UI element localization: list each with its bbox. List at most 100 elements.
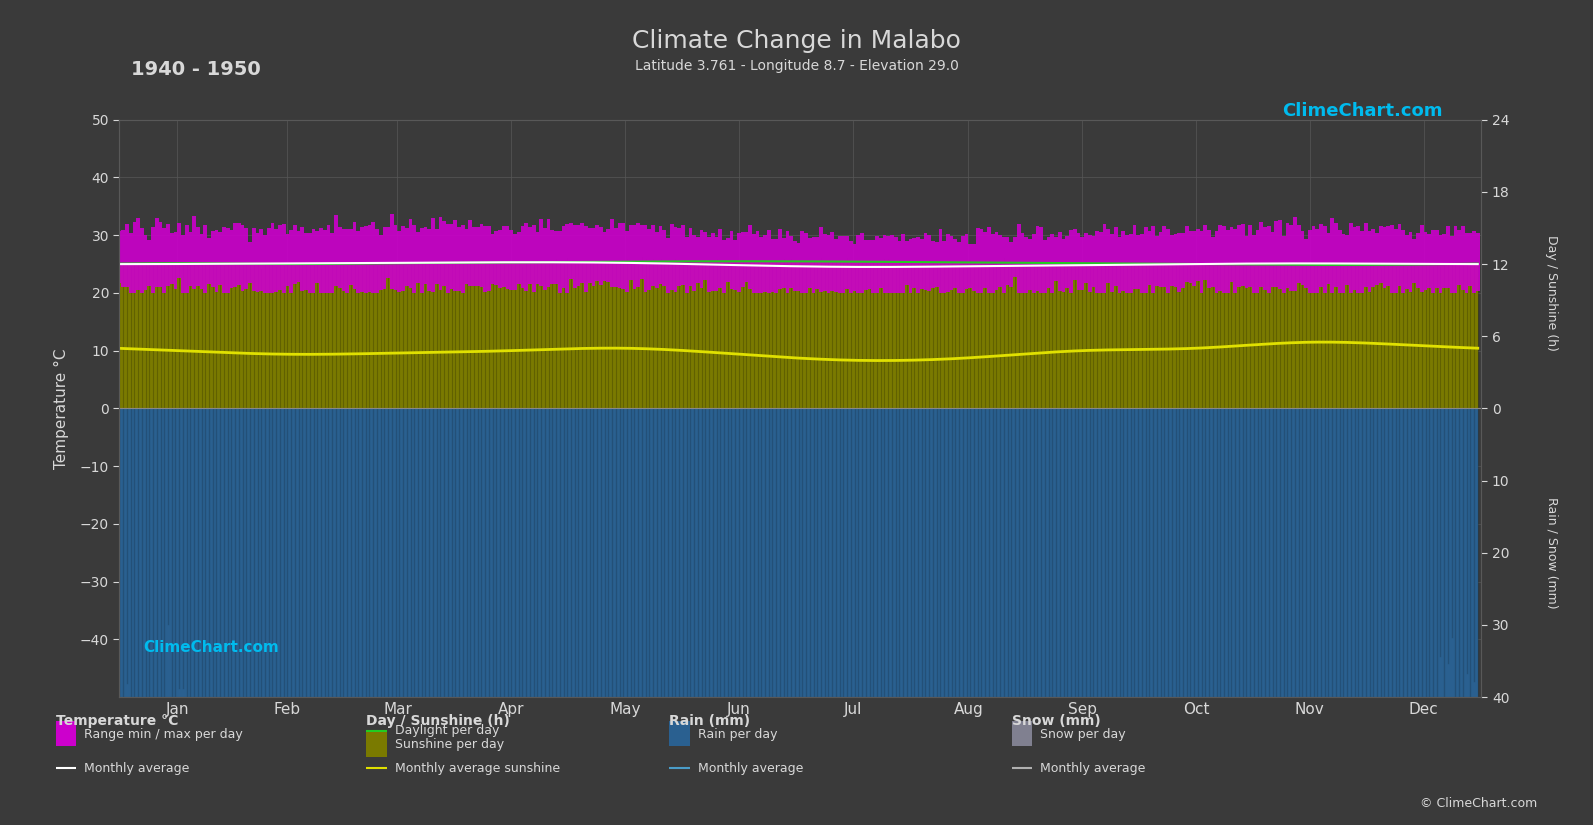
Bar [1069, 230, 1074, 293]
Bar [1322, 226, 1327, 293]
Bar [1278, 219, 1282, 289]
Text: Sunshine per day: Sunshine per day [395, 738, 505, 752]
Bar [551, 230, 554, 284]
Bar [409, 219, 413, 288]
Bar [438, 217, 443, 290]
Bar [487, 226, 491, 290]
Bar [323, 230, 327, 293]
Bar [1169, 234, 1174, 285]
Bar [824, 234, 827, 291]
Bar [249, 243, 252, 283]
Bar [935, 242, 938, 287]
Bar [852, 244, 857, 290]
Bar [1177, 233, 1180, 291]
Bar [991, 234, 994, 293]
Bar [1416, 233, 1419, 288]
Bar [132, 222, 137, 293]
Bar [401, 225, 405, 290]
Bar [204, 225, 207, 293]
Bar [182, 235, 185, 293]
Bar [296, 230, 301, 282]
Bar [1061, 239, 1066, 292]
Bar [1252, 234, 1255, 293]
Bar [510, 230, 513, 290]
Bar [785, 231, 789, 293]
Bar [596, 225, 599, 281]
Bar [1166, 229, 1169, 293]
Bar [1330, 218, 1333, 293]
Bar [427, 229, 432, 291]
Bar [293, 225, 296, 284]
Bar [1375, 233, 1380, 285]
Bar [363, 226, 368, 293]
Bar [1222, 226, 1227, 293]
Bar [210, 231, 215, 286]
Bar [693, 234, 696, 290]
Bar [1141, 233, 1144, 293]
Bar [529, 227, 532, 284]
Bar [155, 219, 159, 287]
Bar [390, 214, 393, 289]
Bar [849, 241, 852, 293]
Bar [1238, 224, 1241, 287]
Bar [715, 237, 718, 291]
Bar [499, 229, 502, 288]
Bar [621, 223, 624, 290]
Bar [505, 226, 510, 289]
Bar [159, 222, 162, 287]
Bar [282, 224, 285, 293]
Bar [562, 226, 566, 288]
Bar [1219, 224, 1222, 291]
Bar [244, 228, 249, 289]
Text: Rain (mm): Rain (mm) [669, 714, 750, 728]
Bar [1147, 232, 1152, 285]
Bar [741, 232, 744, 287]
Bar [816, 237, 819, 289]
Bar [819, 228, 824, 292]
Bar [491, 234, 494, 284]
Bar [1032, 234, 1035, 293]
Bar [449, 224, 454, 289]
Bar [838, 237, 841, 293]
Bar [924, 233, 927, 290]
Bar [1125, 234, 1129, 293]
Bar [943, 241, 946, 293]
Bar [352, 222, 357, 289]
Bar [1144, 227, 1147, 293]
Bar [307, 233, 312, 293]
Bar [730, 231, 733, 289]
Text: Rain / Snow (mm): Rain / Snow (mm) [1545, 497, 1558, 609]
Bar [733, 240, 738, 290]
Bar [585, 226, 588, 291]
Bar [658, 226, 663, 284]
Bar [1163, 226, 1166, 286]
Bar [580, 224, 585, 283]
Bar [241, 225, 244, 290]
Bar [707, 237, 710, 292]
Bar [290, 229, 293, 293]
Bar [1442, 234, 1446, 288]
Bar [516, 232, 521, 284]
Bar [416, 232, 421, 283]
Bar [424, 227, 427, 284]
Bar [994, 232, 999, 290]
Bar [1386, 226, 1391, 286]
Bar [1344, 235, 1349, 285]
Bar [796, 243, 801, 291]
Bar [1458, 230, 1461, 285]
Bar [271, 223, 274, 293]
Bar [752, 234, 755, 293]
Bar [1319, 224, 1322, 287]
Bar [983, 233, 988, 288]
Bar [177, 223, 182, 279]
Bar [1255, 230, 1260, 293]
Bar [771, 239, 774, 292]
Bar [988, 228, 991, 293]
Bar [749, 225, 752, 289]
Bar [386, 227, 390, 278]
Bar [346, 229, 349, 293]
Bar [1352, 228, 1357, 290]
Bar [137, 218, 140, 290]
Bar [371, 223, 374, 293]
Text: Monthly average: Monthly average [1040, 761, 1145, 775]
